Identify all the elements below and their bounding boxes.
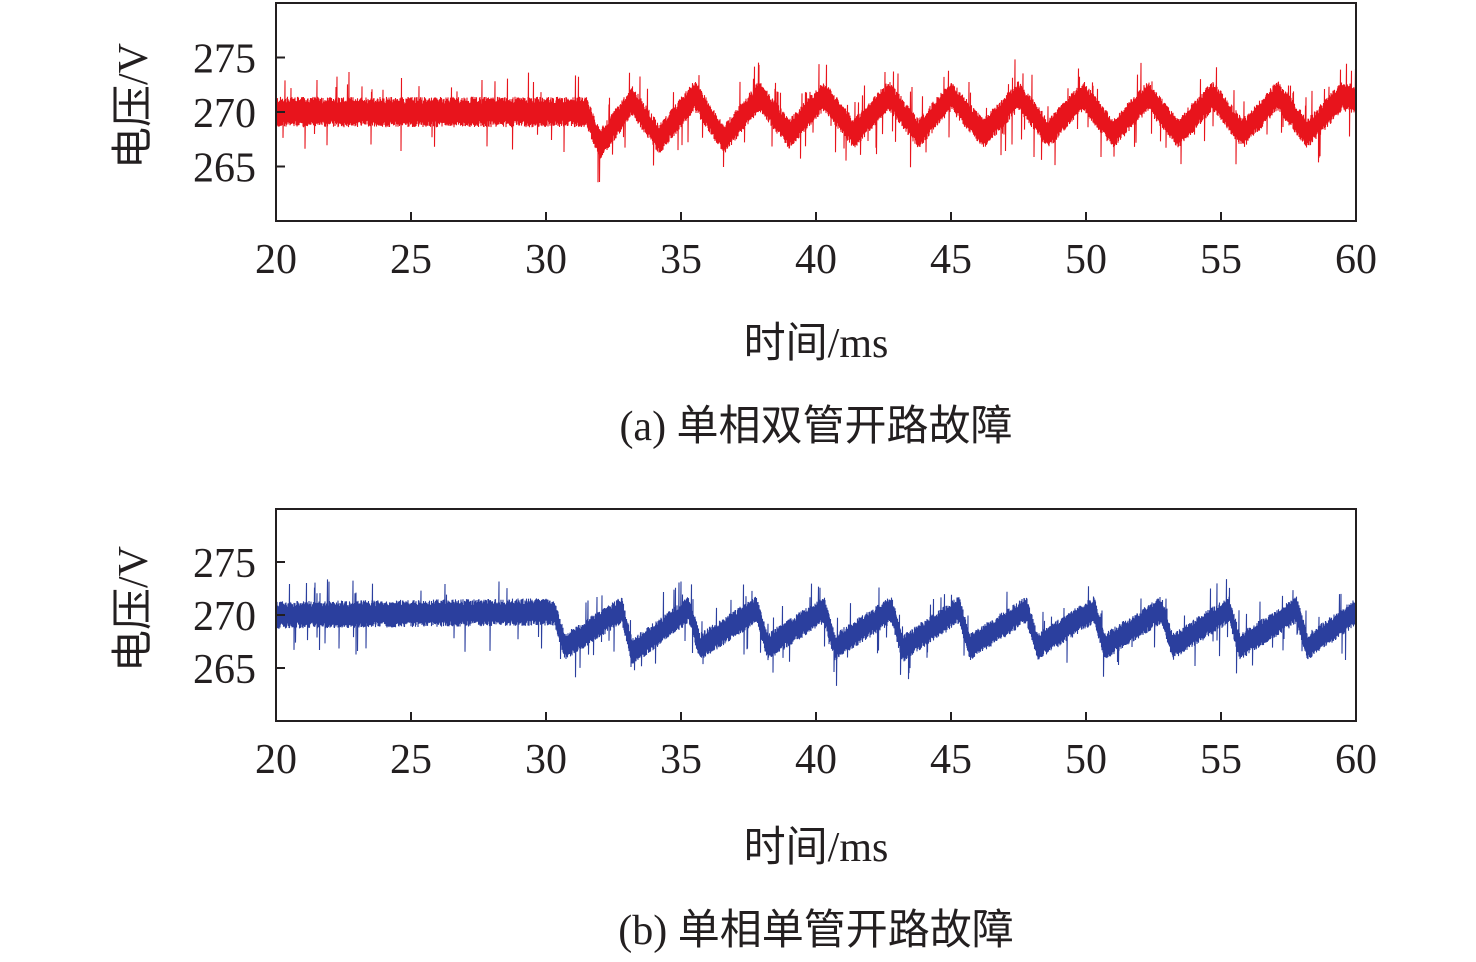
y-tick-label: 275 xyxy=(193,541,256,587)
x-tick-label: 20 xyxy=(255,237,297,283)
x-tick-label: 35 xyxy=(660,237,702,283)
x-tick-label: 55 xyxy=(1200,737,1242,783)
y-tick-label: 275 xyxy=(193,37,256,83)
x-tick-label: 45 xyxy=(930,237,972,283)
x-tick-label: 30 xyxy=(525,237,567,283)
x-tick-label: 55 xyxy=(1200,237,1242,283)
x-tick-label: 25 xyxy=(390,737,432,783)
y-tick-label: 270 xyxy=(193,594,256,640)
x-tick-label: 40 xyxy=(795,237,837,283)
chart-panel-b: 20 25 30 35 40 45 50 55 60 265 270 275 时间/ms 电压/V (… xyxy=(111,508,1377,954)
y-tick-label: 265 xyxy=(193,647,256,693)
ticks-a: 20 25 30 35 40 45 50 55 60 265 270 275 xyxy=(193,37,1377,284)
x-tick-label: 50 xyxy=(1065,237,1107,283)
y-axis-title-a: 电压/V xyxy=(111,43,157,169)
x-tick-label: 60 xyxy=(1335,737,1377,783)
x-tick-label: 30 xyxy=(525,737,567,783)
series-line-b-0 xyxy=(276,579,1356,686)
x-tick-label: 45 xyxy=(930,737,972,783)
series-b xyxy=(276,579,1356,686)
y-axis-title-b: 电压/V xyxy=(111,546,157,672)
y-tick-label: 270 xyxy=(193,91,256,137)
series-line-a-0 xyxy=(276,59,1356,183)
series-a xyxy=(276,59,1356,183)
x-tick-label: 60 xyxy=(1335,237,1377,283)
caption-b: (b) 单相单管开路故障 xyxy=(618,908,1013,954)
x-tick-label: 25 xyxy=(390,237,432,283)
chart-panel-a: 20 25 30 35 40 45 50 55 60 265 270 275 时间/ms 电压/V (… xyxy=(111,2,1377,450)
x-axis-title-b: 时间/ms xyxy=(744,825,889,871)
x-tick-label: 35 xyxy=(660,737,702,783)
x-axis-title-a: 时间/ms xyxy=(744,321,889,367)
x-tick-label: 20 xyxy=(255,737,297,783)
y-tick-label: 265 xyxy=(193,146,256,192)
x-tick-label: 40 xyxy=(795,737,837,783)
x-tick-label: 50 xyxy=(1065,737,1107,783)
caption-a: (a) 单相双管开路故障 xyxy=(619,404,1012,450)
ticks-b: 20 25 30 35 40 45 50 55 60 265 270 275 xyxy=(193,541,1377,783)
